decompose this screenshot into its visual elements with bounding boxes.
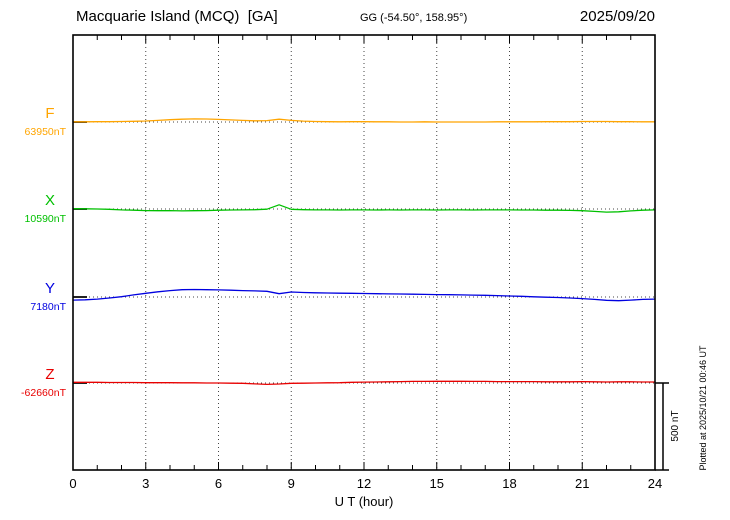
- date-label: 2025/09/20: [579, 8, 655, 25]
- series-baseline-F: 63950nT: [24, 126, 66, 138]
- x-tick-label: 15: [429, 476, 444, 491]
- x-tick-label: 18: [502, 476, 517, 491]
- series-label-F: F: [45, 105, 55, 122]
- x-tick-label: 0: [69, 476, 77, 491]
- x-tick-label: 21: [575, 476, 590, 491]
- series-label-X: X: [44, 192, 55, 209]
- series-label-Y: Y: [44, 280, 55, 297]
- x-tick-label: 9: [287, 476, 295, 491]
- x-tick-label: 3: [142, 476, 150, 491]
- geographic-coords: GG (-54.50°, 158.95°): [360, 12, 468, 24]
- series-label-Z: Z: [45, 366, 55, 383]
- x-tick-label: 24: [647, 476, 663, 491]
- series-baseline-Z: -62660nT: [21, 387, 66, 399]
- series-baseline-Y: 7180nT: [30, 301, 66, 313]
- x-tick-label: 12: [356, 476, 372, 491]
- x-axis-title: U T (hour): [334, 494, 394, 509]
- x-tick-label: 6: [214, 476, 223, 491]
- plotted-at-label: Plotted at 2025/10/21 00:46 UT: [698, 345, 708, 471]
- series-baseline-X: 10590nT: [24, 213, 66, 225]
- station-title: Macquarie Island (MCQ) [GA]: [76, 8, 278, 25]
- scale-bar-label: 500 nT: [670, 410, 681, 442]
